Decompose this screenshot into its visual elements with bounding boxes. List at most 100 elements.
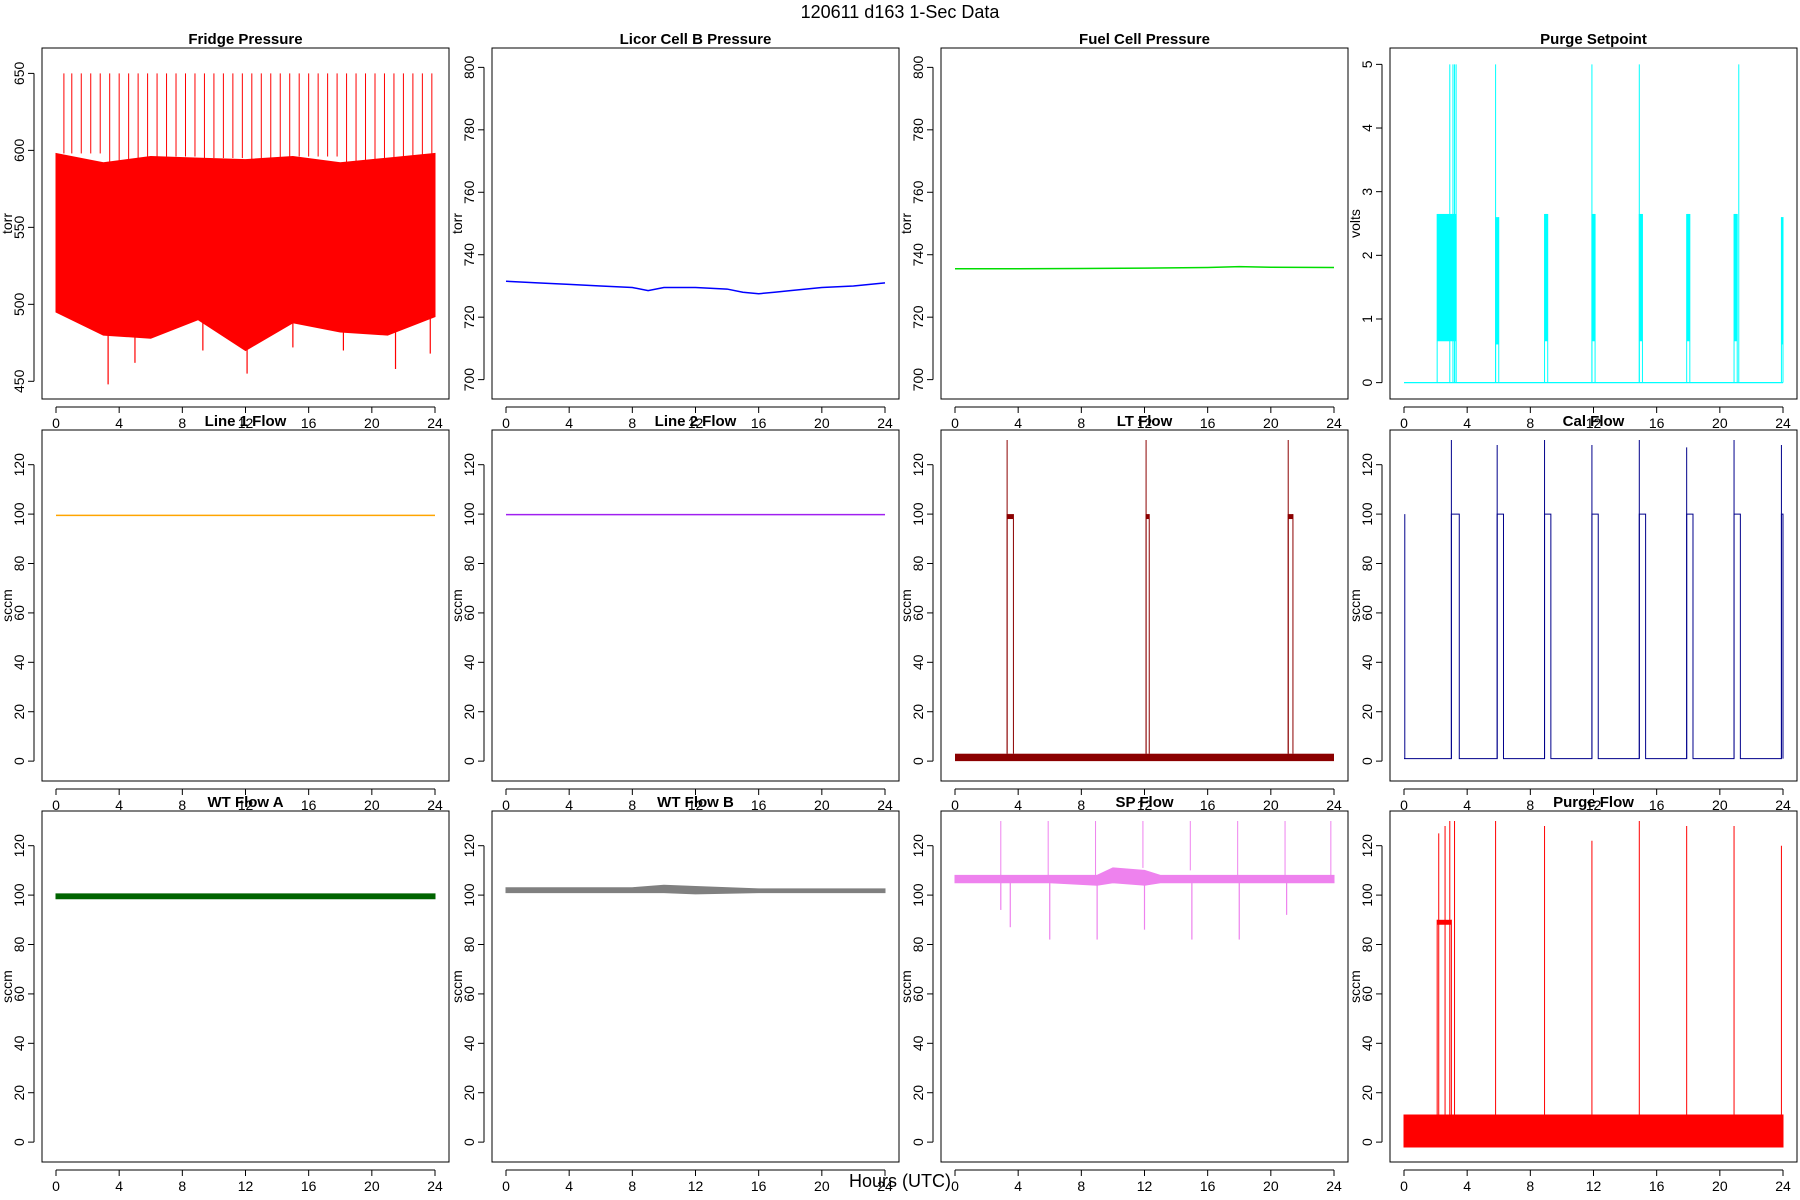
y-tick-label: 120 xyxy=(11,453,27,477)
data-band xyxy=(1403,1114,1784,1148)
y-tick-label: 100 xyxy=(910,502,926,526)
data-pulse xyxy=(1288,514,1293,520)
data-pulse xyxy=(1544,213,1548,342)
y-tick-label: 2 xyxy=(1359,251,1375,259)
panel-frame xyxy=(41,810,450,1163)
x-tick-label: 24 xyxy=(427,797,443,813)
y-tick-label: 100 xyxy=(11,502,27,526)
y-tick-label: 100 xyxy=(461,502,477,526)
y-tick-label: 720 xyxy=(910,305,926,329)
x-tick-label: 12 xyxy=(1586,1178,1602,1194)
data-band xyxy=(55,893,436,900)
x-tick-label: 8 xyxy=(178,797,186,813)
y-tick-label: 0 xyxy=(910,757,926,765)
x-tick-label: 4 xyxy=(565,1178,573,1194)
y-axis-label: sccm xyxy=(1347,970,1363,1003)
y-tick-label: 720 xyxy=(461,305,477,329)
x-tick-label: 24 xyxy=(427,1178,443,1194)
y-tick-label: 40 xyxy=(11,1035,27,1051)
x-tick-label: 4 xyxy=(1463,1178,1471,1194)
x-tick-label: 24 xyxy=(427,415,443,431)
y-tick-label: 40 xyxy=(1359,654,1375,670)
y-tick-label: 80 xyxy=(461,937,477,953)
y-tick-label: 120 xyxy=(910,834,926,858)
y-tick-label: 80 xyxy=(910,937,926,953)
x-tick-label: 0 xyxy=(1400,1178,1408,1194)
plot-area xyxy=(55,893,436,900)
x-tick-label: 8 xyxy=(1077,415,1085,431)
y-tick-label: 20 xyxy=(910,704,926,720)
y-tick-label: 550 xyxy=(11,215,27,239)
x-tick-label: 12 xyxy=(1137,1178,1153,1194)
panel-frame xyxy=(940,429,1349,782)
x-tick-label: 12 xyxy=(688,1178,704,1194)
x-tick-label: 16 xyxy=(1200,1178,1216,1194)
x-tick-label: 24 xyxy=(1326,1178,1342,1194)
x-tick-label: 20 xyxy=(1263,1178,1279,1194)
x-tick-label: 12 xyxy=(238,1178,254,1194)
panel-title: Fridge Pressure xyxy=(188,31,302,48)
plot-area xyxy=(505,280,886,295)
data-pulse xyxy=(1591,213,1596,342)
panel-title: WT Flow B xyxy=(657,794,734,811)
panel-frame xyxy=(41,429,450,782)
x-tick-label: 20 xyxy=(364,415,380,431)
x-tick-label: 20 xyxy=(814,1178,830,1194)
x-tick-label: 0 xyxy=(52,415,60,431)
y-tick-label: 120 xyxy=(11,834,27,858)
panel-title: Fuel Cell Pressure xyxy=(1079,31,1210,48)
y-tick-label: 80 xyxy=(1359,937,1375,953)
x-tick-label: 24 xyxy=(1326,415,1342,431)
y-tick-label: 20 xyxy=(461,704,477,720)
y-tick-label: 0 xyxy=(461,757,477,765)
y-tick-label: 60 xyxy=(1359,986,1375,1002)
y-tick-label: 20 xyxy=(11,704,27,720)
y-axis-label: sccm xyxy=(1347,589,1363,622)
y-tick-label: 20 xyxy=(910,1085,926,1101)
y-tick-label: 780 xyxy=(910,118,926,142)
y-tick-label: 60 xyxy=(461,986,477,1002)
data-pulse xyxy=(1781,217,1784,345)
x-tick-label: 12 xyxy=(238,415,254,431)
y-tick-label: 760 xyxy=(910,180,926,204)
y-tick-label: 120 xyxy=(1359,834,1375,858)
x-tick-label: 0 xyxy=(502,415,510,431)
x-tick-label: 8 xyxy=(1077,1178,1085,1194)
x-tick-label: 0 xyxy=(502,1178,510,1194)
x-tick-label: 24 xyxy=(877,1178,893,1194)
y-tick-label: 60 xyxy=(11,986,27,1002)
y-tick-label: 40 xyxy=(461,1035,477,1051)
panel-frame xyxy=(491,47,900,400)
panel-title: Purge Setpoint xyxy=(1540,31,1647,48)
x-tick-label: 16 xyxy=(1649,415,1665,431)
chart-panel-fridge: Fridge Pressure torr 0 4 8 12 16 20 24 450 500 550 6… xyxy=(0,31,450,431)
y-tick-label: 800 xyxy=(461,55,477,79)
y-tick-label: 4 xyxy=(1359,124,1375,132)
plot-area xyxy=(1404,440,1784,760)
y-tick-label: 0 xyxy=(461,1138,477,1146)
x-tick-label: 20 xyxy=(814,797,830,813)
y-tick-label: 100 xyxy=(1359,502,1375,526)
data-band xyxy=(505,884,886,895)
y-tick-label: 0 xyxy=(1359,379,1375,387)
x-tick-label: 20 xyxy=(364,797,380,813)
data-pulse xyxy=(1437,213,1457,342)
y-tick-label: 500 xyxy=(11,292,27,316)
data-pulse xyxy=(1734,213,1738,342)
x-tick-label: 12 xyxy=(688,797,704,813)
x-tick-label: 20 xyxy=(814,415,830,431)
panel-title: LT Flow xyxy=(1117,413,1173,430)
y-tick-label: 40 xyxy=(11,654,27,670)
y-axis-label: sccm xyxy=(0,589,15,622)
panel-title: WT Flow A xyxy=(207,794,283,811)
x-tick-label: 0 xyxy=(951,797,959,813)
x-tick-label: 12 xyxy=(1137,415,1153,431)
data-line xyxy=(955,265,1335,270)
data-band xyxy=(55,152,436,352)
y-tick-label: 0 xyxy=(11,757,27,765)
